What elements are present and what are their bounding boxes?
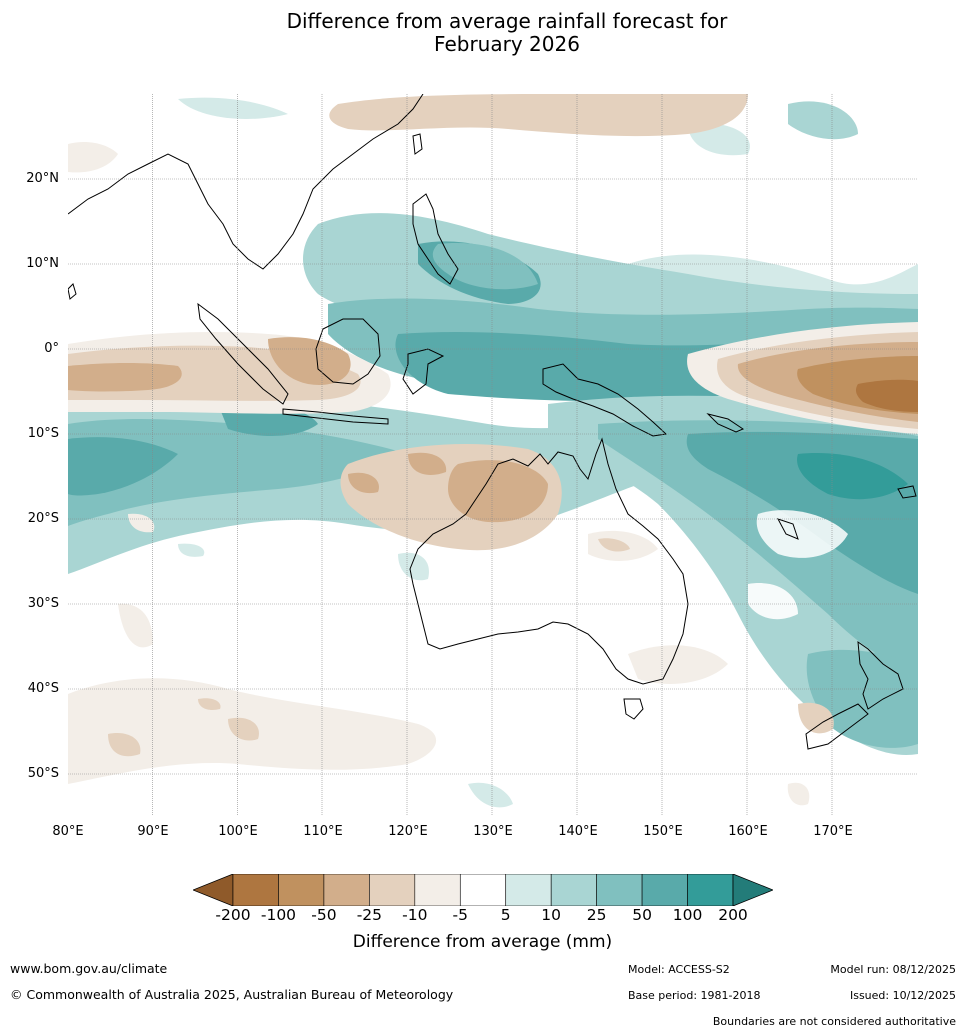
lon-label-150e: 150°E [643,824,683,839]
coastlines [68,94,917,750]
nz-south-coast [805,703,869,750]
lon-label-110e: 110°E [303,824,343,839]
colorbar-tick-label: -5 [452,906,468,924]
lat-label-10n: 10°N [26,256,59,271]
lat-label-20n: 20°N [26,171,59,186]
lon-label-80e: 80°E [52,824,84,839]
dry-anomaly-layer [68,94,918,806]
taiwan-coast [412,133,423,155]
graticule [68,94,918,816]
colorbar-swatch [505,874,552,906]
lat-label-0: 0° [44,341,59,356]
copyright-text: © Commonwealth of Australia 2025, Austra… [10,987,454,1002]
lon-label-100e: 100°E [218,824,258,839]
rainfall-anomaly-map [68,94,918,816]
nz-north-coast [857,640,904,710]
base-period: Base period: 1981-2018 [628,989,761,1002]
colorbar-swatch [550,874,597,906]
colorbar-legend [193,874,773,906]
colorbar-label: Difference from average (mm) [352,932,613,952]
lon-label-160e: 160°E [728,824,768,839]
colorbar-swatch [232,874,279,906]
lon-label-140e: 140°E [558,824,598,839]
disclaimer: Boundaries are not considered authoritat… [712,1015,956,1028]
colorbar-swatch [278,874,325,906]
lon-label-170e: 170°E [813,824,853,839]
colorbar-tick-label: -100 [260,906,297,924]
map-title: Difference from average rainfall forecas… [0,10,965,56]
colorbar-tick-label: 5 [500,906,511,924]
australia-coast [409,437,689,685]
colorbar-tick-label: -200 [215,906,251,924]
colorbar-tick-label: -10 [402,906,428,924]
title-line-2: February 2026 [434,32,580,56]
colorbar-swatch [596,874,643,906]
sumatra-coast [197,302,289,405]
philippines-coast [412,193,459,285]
lon-label-130e: 130°E [473,824,513,839]
website-link[interactable]: www.bom.gov.au/climate [10,961,168,976]
colorbar-swatch [414,874,461,906]
colorbar-under-triangle [193,874,234,906]
colorbar-tick-label: -25 [356,906,383,924]
title-line-1: Difference from average rainfall forecas… [286,9,728,33]
lat-label-30s: 30°S [27,596,59,611]
lat-label-10s: 10°S [27,426,59,441]
colorbar-swatch [369,874,416,906]
new-guinea-coast [542,363,668,437]
colorbar-tick-label: 200 [718,906,748,924]
asia-coast [68,94,424,270]
lon-label-120e: 120°E [388,824,428,839]
java-coast [282,408,389,425]
colorbar-swatch [641,874,688,906]
colorbar-over-triangle [732,874,773,906]
colorbar-tick-label: 100 [672,906,703,924]
colorbar-tick-label: -50 [311,906,337,924]
colorbar-tick-label: 25 [586,906,607,924]
colorbar-tick-label: 10 [541,906,562,924]
tasmania-coast [623,698,644,720]
lon-label-90e: 90°E [137,824,169,839]
borneo-coast [315,318,381,385]
model-run: Model run: 08/12/2025 [830,963,956,976]
colorbar-swatch [323,874,370,906]
colorbar-tick-label: 50 [632,906,652,924]
sulawesi-coast [402,348,445,395]
lat-label-50s: 50°S [27,766,59,781]
issued-date: Issued: 10/12/2025 [849,989,956,1002]
colorbar-swatch [459,874,507,906]
colorbar-swatch [687,874,734,906]
model-name: Model: ACCESS-S2 [628,963,730,976]
lat-label-40s: 40°S [27,681,59,696]
lat-label-20s: 20°S [27,511,59,526]
